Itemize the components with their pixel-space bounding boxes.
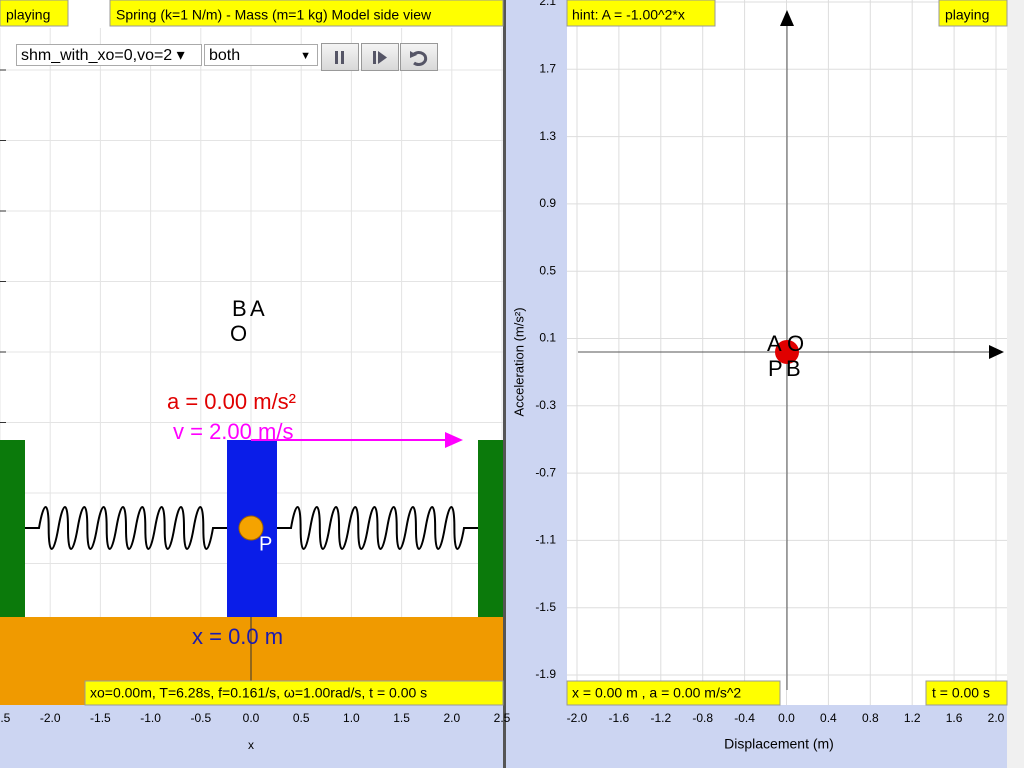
point-label: O: [230, 321, 247, 346]
x-tick-label: 2.5: [494, 711, 511, 725]
step-button[interactable]: [361, 43, 399, 71]
status-box: [938, 0, 1008, 27]
status-box: [0, 0, 69, 27]
reset-button[interactable]: [400, 43, 438, 71]
y-tick-label: 0.9: [539, 196, 556, 210]
info-box: [84, 680, 504, 706]
y-tick-label: 2.1: [539, 0, 556, 8]
y-tick-label: 1.7: [539, 61, 556, 75]
point-label: B: [786, 356, 801, 381]
point-label: P: [259, 533, 272, 555]
point-label: B: [232, 296, 247, 321]
x-tick-label: -0.4: [734, 711, 755, 725]
x-tick-label: 1.0: [343, 711, 360, 725]
x-tick-label: -0.5: [190, 711, 211, 725]
x-tick-label: -1.6: [609, 711, 630, 725]
acceleration-label: a = 0.00 m/s²: [167, 389, 296, 414]
x-tick-label: -2.0: [567, 711, 588, 725]
y-tick-label: -1.9: [535, 667, 556, 681]
point-label: O: [787, 331, 804, 356]
y-tick-label: 0.5: [539, 263, 556, 277]
y-tick-label: -0.7: [535, 465, 556, 479]
title: Spring (k=1 N/m) - Mass (m=1 kg) Model s…: [116, 7, 432, 23]
info: x = 0.00 m , a = 0.00 m/s^2: [572, 685, 741, 701]
info: xo=0.00m, T=6.28s, f=0.161/s, ω=1.00rad/…: [90, 685, 427, 701]
position-label: x = 0.0 m: [192, 624, 283, 649]
caret: ▼: [300, 50, 311, 62]
point-label: P: [768, 356, 783, 381]
info-box: [566, 680, 781, 706]
time: t = 0.00 s: [932, 685, 990, 701]
arrow-head: [445, 432, 463, 448]
left-axis-area: [0, 705, 503, 768]
divider: [503, 0, 506, 768]
hint: hint: A = -1.00^2*x: [572, 7, 685, 23]
x-tick-label: 0.8: [862, 711, 879, 725]
time-box: [925, 680, 1008, 706]
y-tick-label: -1.1: [535, 533, 556, 547]
x-axis-label: x: [248, 738, 254, 752]
right-wall: [478, 440, 503, 617]
x-tick-label: 1.2: [904, 711, 921, 725]
y-tick-label: 0.1: [539, 331, 556, 345]
y-arrow: [780, 10, 794, 26]
view-select-text: both: [209, 47, 241, 64]
x-tick-label: 1.5: [393, 711, 410, 725]
x-tick-label: -1.0: [140, 711, 161, 725]
x-tick-label: -1.5: [90, 711, 111, 725]
y-tick-label: 1.3: [539, 129, 556, 143]
pause-button[interactable]: [321, 43, 359, 71]
x-tick-label: 2.0: [443, 711, 460, 725]
x-tick-label: -2.0: [40, 711, 61, 725]
x-tick-label: 0.5: [293, 711, 310, 725]
velocity-label: v = 2.00 m/s: [173, 419, 293, 444]
status: playing: [945, 7, 989, 23]
view-select[interactable]: both ▼: [204, 44, 318, 66]
x-tick-label: -0.8: [692, 711, 713, 725]
x-tick-label: 0.0: [243, 711, 260, 725]
model-select[interactable]: shm_with_xo=0,vo=2 ▾: [16, 44, 202, 66]
title-box: [109, 0, 504, 27]
spring: [25, 506, 478, 550]
scrollbar: [1007, 0, 1024, 768]
y-axis-label: Acceleration (m/s²): [511, 307, 526, 416]
mass-center: [238, 515, 264, 541]
point-label: A: [767, 331, 782, 356]
x-tick-label: 1.6: [946, 711, 963, 725]
x-tick-label: -2.5: [0, 711, 11, 725]
x-tick-label: 0.4: [820, 711, 837, 725]
x-arrow: [989, 345, 1004, 359]
y-tick-label: -1.5: [535, 600, 556, 614]
x-tick-label: -1.2: [650, 711, 671, 725]
hint-box: [566, 0, 716, 27]
right-axis-area-bottom: [506, 705, 1007, 768]
icon: [373, 51, 387, 64]
x-tick-label: 2.0: [988, 711, 1005, 725]
status: playing: [6, 7, 50, 23]
icon: [335, 51, 344, 64]
x-axis-label: Displacement (m): [724, 736, 834, 752]
right-axis-area: [506, 0, 567, 768]
x-tick-label: 0.0: [778, 711, 795, 725]
icon: [410, 51, 428, 66]
left-wall: [0, 440, 25, 617]
y-tick-label: -0.3: [535, 398, 556, 412]
point-label: A: [250, 296, 265, 321]
point: [775, 340, 799, 364]
